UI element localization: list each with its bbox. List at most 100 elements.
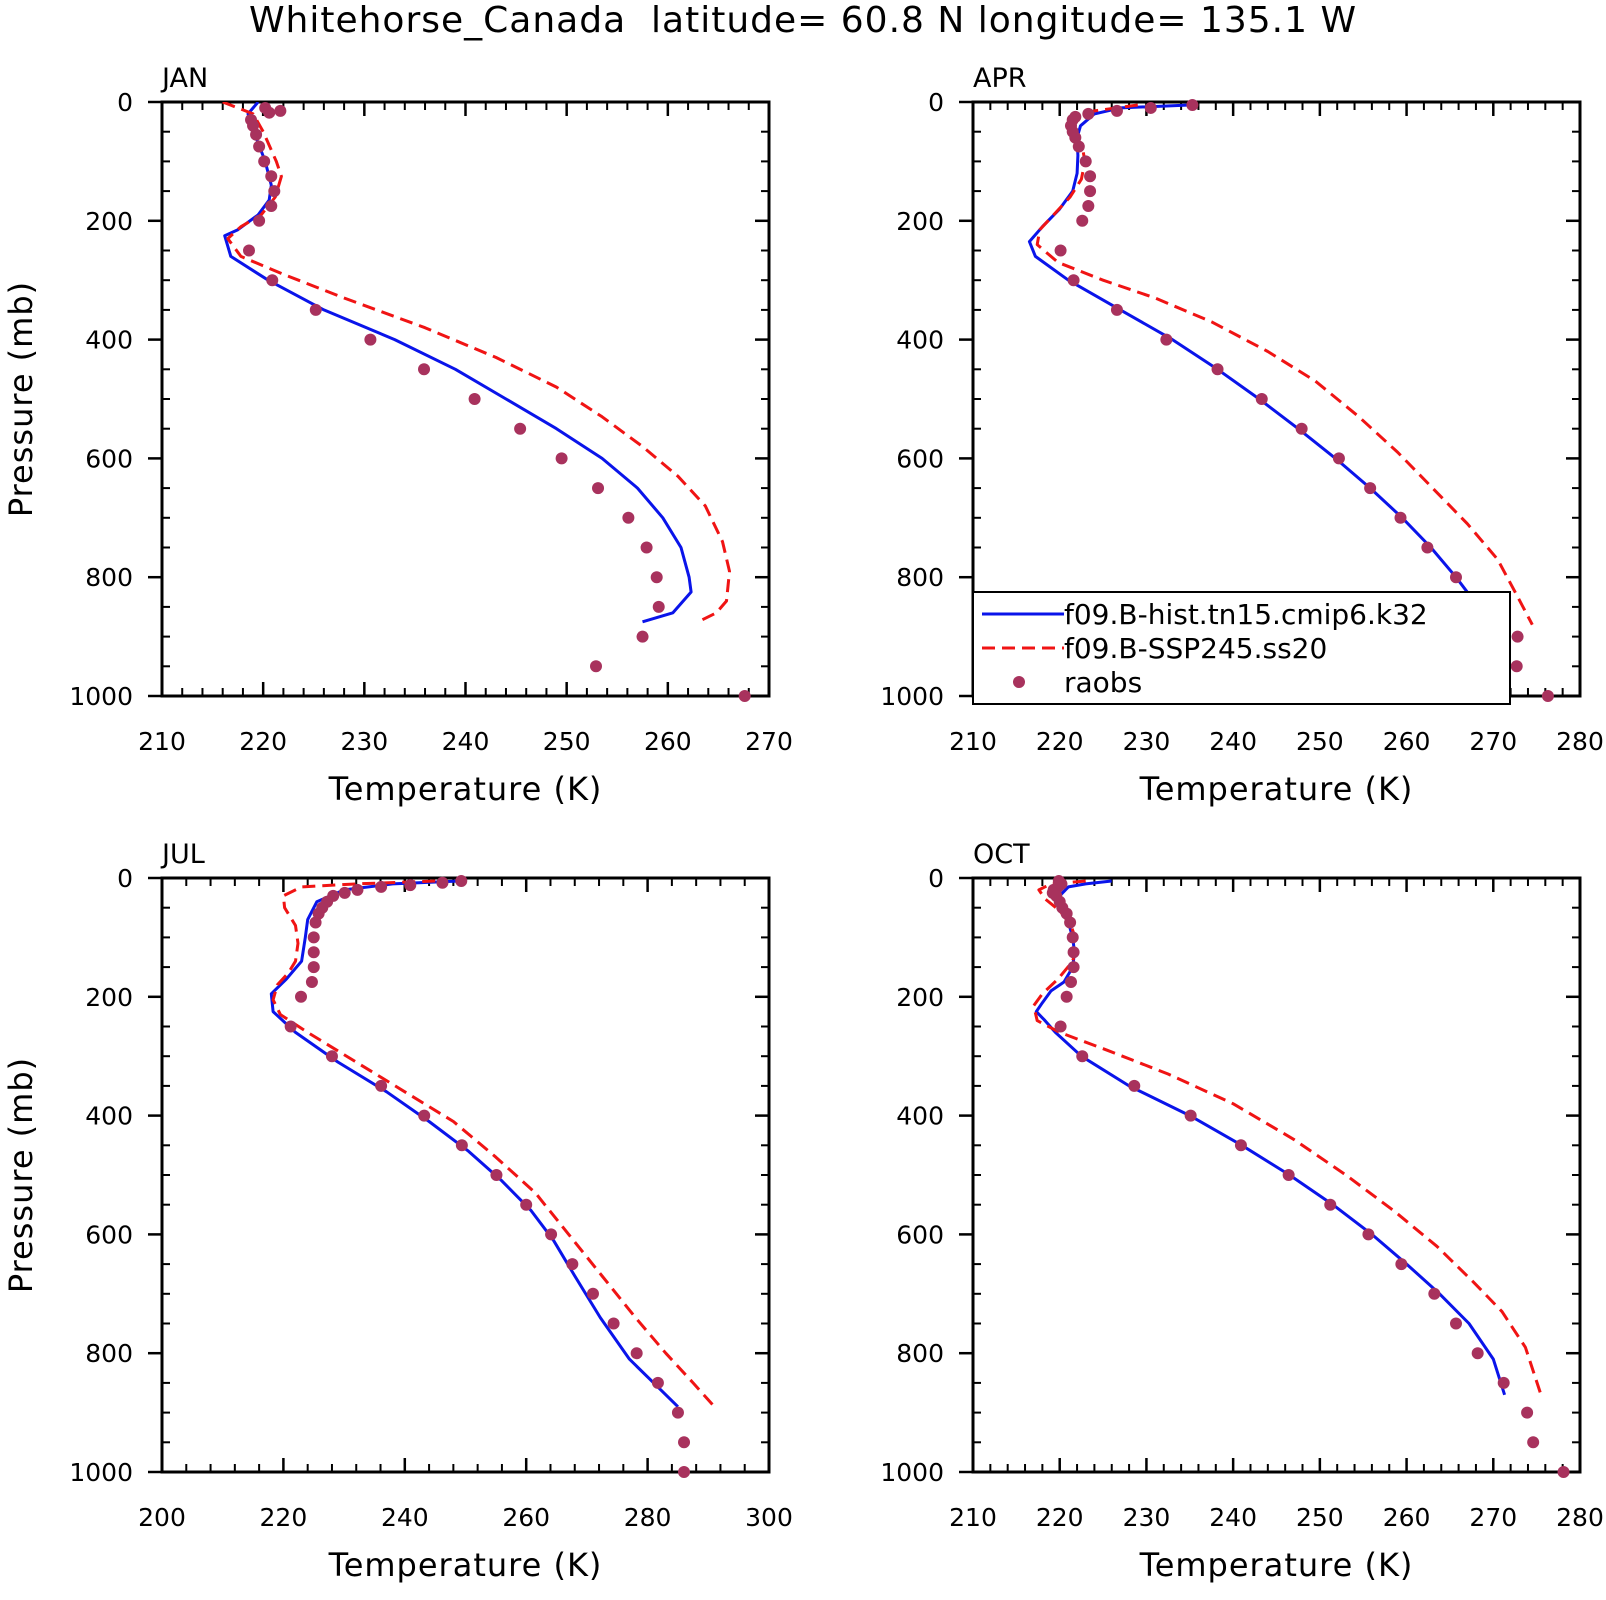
raobs-point [545,1228,558,1241]
raobs-point [1421,541,1434,554]
raobs-point [325,1050,338,1063]
raobs-point [1362,1228,1375,1241]
x-axis-label: Temperature (K) [328,770,603,808]
y-axis-label: Pressure (mb) [2,1057,40,1293]
x-tick-label: 270 [1469,1503,1517,1532]
raobs-point [555,452,568,465]
raobs-point [1064,975,1077,988]
raobs-point [375,880,388,893]
y-tick-label: 0 [928,88,944,117]
ssp245-line [222,102,731,624]
raobs-point [338,886,351,899]
x-tick-label: 230 [340,727,388,756]
x-axis-label: Temperature (K) [328,1546,603,1584]
x-tick-label: 250 [1296,1503,1344,1532]
legend-label: f09.B-hist.tn15.cmip6.k32 [1064,598,1428,631]
raobs-point [1234,1139,1247,1152]
raobs-point [1064,916,1077,929]
x-tick-label: 210 [949,1503,997,1532]
raobs-point [436,876,449,889]
raobs-point [1079,155,1092,168]
raobs-point [1541,690,1554,702]
raobs-point [375,1079,388,1092]
raobs-point [1511,630,1524,643]
x-tick-label: 220 [260,1503,308,1532]
y-tick-label: 800 [896,1339,944,1368]
ssp245-line [1032,879,1543,1396]
legend-label: raobs [1064,666,1142,699]
y-tick-label: 400 [896,326,944,355]
raobs-point [468,393,481,405]
y-tick-label: 200 [85,207,133,236]
raobs-point [307,931,320,944]
legend: f09.B-hist.tn15.cmip6.k32f09.B-SSP245.ss… [972,591,1511,705]
raobs-point [1076,214,1089,227]
x-tick-label: 260 [502,1503,550,1532]
raobs-point [592,482,605,495]
raobs-point [520,1198,533,1211]
panel-title: JAN [160,63,208,94]
raobs-point [1395,1258,1408,1271]
y-tick-label: 200 [85,983,133,1012]
raobs-point [1211,363,1224,376]
x-tick-label: 260 [1383,727,1431,756]
x-tick-label: 240 [1209,1503,1257,1532]
y-tick-label: 600 [85,444,133,473]
raobs-point [1054,244,1067,257]
raobs-point [253,214,266,227]
y-axis-label: Pressure (mb) [2,281,40,517]
x-tick-label: 270 [745,727,793,756]
raobs-point [490,1169,503,1181]
raobs-point [1332,452,1345,465]
panel-oct: 210 220 230 240 250 260 270 280 0 200 400 600 800 100… [880,839,1603,1584]
x-tick-label: 300 [745,1503,793,1532]
raobs-point [250,128,263,141]
figure-title: Whitehorse_Canada latitude= 60.8 N longi… [249,0,1357,41]
raobs-point [1394,511,1407,524]
raobs-point [622,511,635,524]
y-tick-label: 1000 [69,682,133,711]
x-tick-label: 240 [381,1503,429,1532]
raobs-point [1066,931,1079,944]
raobs-point [514,422,527,435]
y-tick-label: 600 [896,444,944,473]
raobs-point [1067,946,1080,959]
raobs-point [671,1406,684,1419]
raobs-point [1449,571,1462,584]
x-tick-label: 220 [239,727,287,756]
raobs-point [364,333,377,346]
raobs-point [678,1466,691,1478]
panel-jan: 210 220 230 240 250 260 270 0 200 400 600 800 1000 JA… [2,63,793,808]
x-tick-label: 220 [1036,1503,1084,1532]
raobs-point [418,363,431,376]
raobs-point [309,303,322,316]
raobs-point [259,101,272,114]
x-tick-label: 270 [1469,727,1517,756]
x-tick-label: 200 [138,1503,186,1532]
data-layer [269,879,716,1408]
raobs-point [1082,107,1095,120]
x-tick-label: 260 [1383,1503,1431,1532]
legend-label: f09.B-SSP245.ss20 [1064,632,1327,665]
raobs-point [1084,170,1097,183]
data-layer [222,102,731,624]
raobs-point [1282,1169,1295,1181]
raobs-point [678,1436,691,1449]
panels-container: 210 220 230 240 250 260 270 0 200 400 600 800 1000 JA… [2,63,1604,1584]
x-tick-label: 230 [1123,727,1171,756]
raobs-point [640,541,653,554]
x-tick-label: 210 [949,727,997,756]
y-tick-label: 800 [896,563,944,592]
raobs-point [1527,1436,1540,1449]
x-tick-label: 230 [1123,1503,1171,1532]
raobs-point [1497,1376,1510,1389]
raobs-point [1060,990,1073,1003]
y-tick-label: 400 [85,326,133,355]
raobs-point [1067,961,1080,974]
data-layer [1027,103,1534,626]
raobs-point [1184,1109,1197,1122]
raobs-point [1255,393,1268,405]
tick-marks [148,876,771,1474]
x-tick-label: 280 [624,1503,672,1532]
raobs-point [1072,140,1085,153]
